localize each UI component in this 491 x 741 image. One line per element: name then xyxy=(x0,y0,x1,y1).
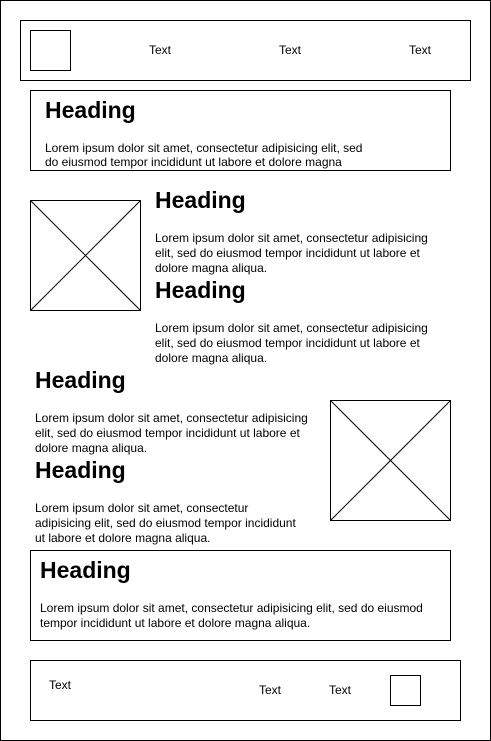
footer-link-1[interactable]: Text xyxy=(259,683,281,697)
header-bar xyxy=(20,20,471,81)
section-one-heading-1: Heading xyxy=(155,187,246,213)
image-placeholder-icon xyxy=(330,400,451,521)
hero-heading: Heading xyxy=(45,97,136,123)
nav-link-2[interactable]: Text xyxy=(279,43,301,57)
section-two-text-2: Lorem ipsum dolor sit amet, consectetur … xyxy=(35,501,305,546)
logo-placeholder-icon[interactable] xyxy=(30,30,71,71)
section-one-text-2: Lorem ipsum dolor sit amet, consectetur … xyxy=(155,321,440,366)
footer-text: Text xyxy=(49,678,71,692)
callout-text: Lorem ipsum dolor sit amet, consectetur … xyxy=(40,601,435,631)
section-one-text-1: Lorem ipsum dolor sit amet, consectetur … xyxy=(155,231,440,276)
image-placeholder-icon xyxy=(30,200,141,311)
section-two-heading-2: Heading xyxy=(35,457,126,483)
logo-placeholder-icon[interactable] xyxy=(390,675,421,706)
section-two-text-1: Lorem ipsum dolor sit amet, consectetur … xyxy=(35,411,315,456)
section-one-heading-2: Heading xyxy=(155,277,246,303)
callout-heading: Heading xyxy=(40,557,131,583)
section-two-heading-1: Heading xyxy=(35,367,126,393)
footer-link-2[interactable]: Text xyxy=(329,683,351,697)
nav-link-1[interactable]: Text xyxy=(149,43,171,57)
nav-link-3[interactable]: Text xyxy=(409,43,431,57)
hero-text: Lorem ipsum dolor sit amet, consectetur … xyxy=(45,141,375,169)
